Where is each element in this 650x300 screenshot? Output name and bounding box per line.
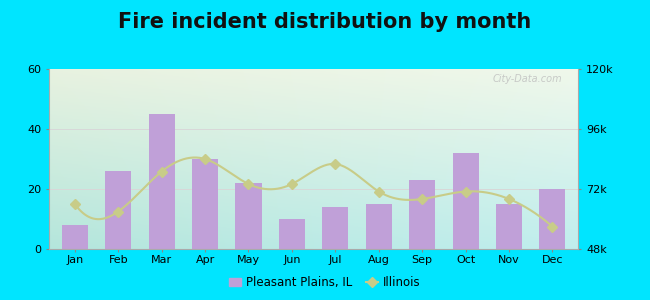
Bar [366, 204, 392, 249]
Bar [409, 180, 436, 249]
Bar [540, 189, 566, 249]
Bar [149, 114, 175, 249]
Bar [105, 171, 131, 249]
Bar [235, 183, 261, 249]
Bar [322, 207, 348, 249]
Bar [62, 225, 88, 249]
Bar [279, 219, 305, 249]
Text: Fire incident distribution by month: Fire incident distribution by month [118, 12, 532, 32]
Bar [496, 204, 522, 249]
Legend: Pleasant Plains, IL, Illinois: Pleasant Plains, IL, Illinois [225, 272, 425, 294]
Bar [192, 159, 218, 249]
Bar [452, 153, 478, 249]
Text: City-Data.com: City-Data.com [493, 74, 563, 84]
